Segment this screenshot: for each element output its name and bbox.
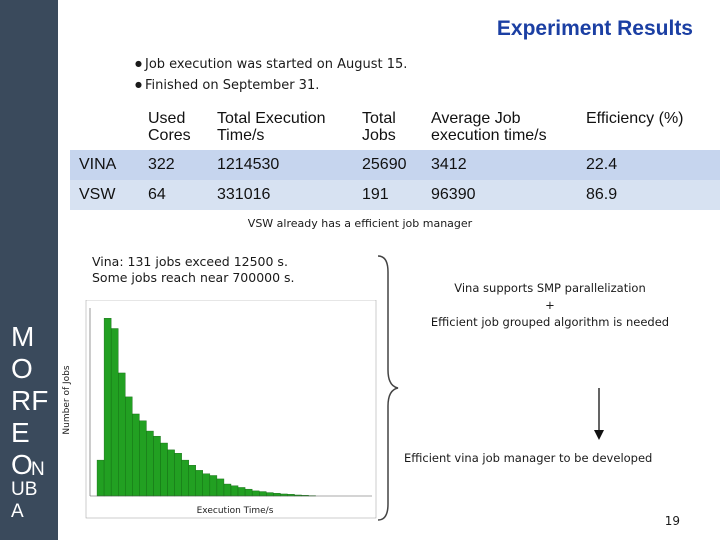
histogram-bar [174,453,182,497]
histogram-bar [188,465,196,497]
histogram-bar [273,493,281,497]
histogram-bar [132,413,140,497]
histogram-bar [153,435,161,497]
sidebar-letter: N [31,459,45,480]
bullet-item: Job execution was started on August 15. [135,54,407,75]
table-row: VSW 64 331016 191 96390 86.9 [70,180,720,210]
table-cell: 64 [148,186,166,203]
sidebar-letter: RF [11,385,49,416]
histogram-bar [103,318,112,497]
table-header: Total Jobs [362,110,396,144]
histogram-bar [202,473,211,497]
table-header: Total Execution Time/s [217,110,326,144]
histogram-bar [223,483,232,497]
histogram-bar [244,488,253,497]
slide-title: Experiment Results [496,17,693,40]
page-number: 19 [664,514,680,528]
histogram-bar [258,491,267,497]
table-row: VINA 322 1214530 25690 3412 22.4 [70,150,720,180]
sidebar-letter: A [11,501,24,522]
table-header: Efficiency (%) [586,110,684,127]
table-cell: 331016 [217,186,271,203]
vsw-note: VSW already has a efficient job manager [247,217,473,230]
histogram-bar [110,328,119,497]
histogram-bar [181,459,189,497]
histogram-bar [266,492,274,497]
sidebar-letter: UB [11,479,38,500]
sidebar-letter: M [11,321,35,352]
table-cell: 86.9 [586,186,618,203]
table-header [70,103,139,150]
histogram-bar [251,490,260,497]
x-axis-label: Execution Time/s [197,506,274,516]
histogram-bar [160,442,168,497]
y-axis-label: Number of Jobs [62,365,72,434]
sidebar-letter: O [11,449,33,480]
histogram-bar [96,459,105,497]
smp-note-line: + [545,298,555,312]
sidebar-letter: O [11,353,33,384]
table-cell: 1214530 [217,156,280,173]
histogram-bar [167,449,175,497]
table-cell: 322 [148,156,175,173]
developed-note: Efficient vina job manager to be develop… [404,451,653,465]
bullet-list: Job execution was started on August 15. … [135,54,407,96]
vina-note-line: Some jobs reach near 700000 s. [92,270,295,285]
histogram-bar [280,493,288,497]
table-cell: VSW [79,186,116,203]
histogram-bar [209,475,218,497]
histogram-bar [216,478,225,497]
vina-note-line: Vina: 131 jobs exceed 12500 s. [92,254,288,269]
down-arrow-icon [594,388,604,440]
table-cell: 191 [362,186,389,203]
smp-note-line: Vina supports SMP parallelization [454,281,646,295]
histogram-chart: Number of Jobs Execution Time/s [62,300,377,519]
histogram-bar [125,396,133,497]
histogram-bar [139,420,147,497]
table-cell: VINA [79,156,117,173]
vina-note: Vina: 131 jobs exceed 12500 s. Some jobs… [92,254,295,286]
table-header: Average Job execution time/s [431,110,547,144]
histogram-bar [195,470,204,497]
sidebar: M O RF E O N UB A [0,0,58,540]
table-cell: 25690 [362,156,407,173]
results-table: Used Cores Total Execution Time/s Total … [70,103,720,210]
sidebar-letter: E [11,417,30,448]
table-header-row: Used Cores Total Execution Time/s Total … [70,103,720,150]
smp-note: Vina supports SMP parallelization + Effi… [410,280,690,331]
histogram-bar [146,430,154,497]
table-cell: 22.4 [586,156,618,173]
table-cell: 3412 [431,156,467,173]
histogram-bar [230,485,239,497]
table-cell: 96390 [431,186,476,203]
smp-note-line: Efficient job grouped algorithm is neede… [430,315,670,329]
histogram-bar [118,372,126,497]
histogram-bar [237,487,246,497]
table-header: Used Cores [148,110,191,144]
curly-brace [377,255,399,521]
bullet-item: Finished on September 31. [135,75,407,96]
